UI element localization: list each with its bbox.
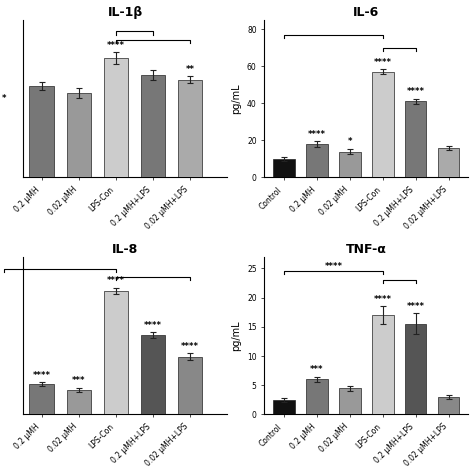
Bar [438,397,459,414]
Text: ****: **** [324,262,342,271]
Bar [29,384,54,414]
Bar [339,152,361,177]
Text: *: * [2,94,7,103]
Text: ****: **** [374,295,392,304]
Bar [67,93,91,177]
Text: *: * [347,137,352,146]
Bar [306,379,328,414]
Bar [141,335,165,414]
Text: ****: **** [407,87,425,96]
Text: ***: *** [72,376,85,385]
Bar [67,390,91,414]
Text: ****: **** [33,371,51,380]
Title: IL-6: IL-6 [353,6,380,18]
Bar [141,74,165,177]
Bar [372,72,393,177]
Bar [104,58,128,177]
Text: ****: **** [107,41,125,50]
Bar [405,101,427,177]
Bar [339,388,361,414]
Y-axis label: pg/mL: pg/mL [231,83,241,114]
Bar [178,357,202,414]
Bar [0,403,17,414]
Bar [372,315,393,414]
Bar [104,291,128,414]
Text: **: ** [185,65,194,74]
Bar [29,86,54,177]
Text: ****: **** [374,57,392,66]
Bar [178,80,202,177]
Title: TNF-α: TNF-α [346,243,387,255]
Bar [405,324,427,414]
Text: ***: *** [310,365,324,374]
Title: IL-1β: IL-1β [108,6,143,18]
Text: ****: **** [308,130,326,139]
Title: IL-8: IL-8 [112,243,138,255]
Text: ****: **** [107,276,125,285]
Y-axis label: pg/mL: pg/mL [231,320,241,351]
Bar [438,148,459,177]
Bar [0,108,17,177]
Bar [306,144,328,177]
Text: ****: **** [407,302,425,311]
Bar [273,159,295,177]
Text: ****: **** [144,321,162,330]
Bar [273,400,295,414]
Text: ****: **** [181,342,199,351]
